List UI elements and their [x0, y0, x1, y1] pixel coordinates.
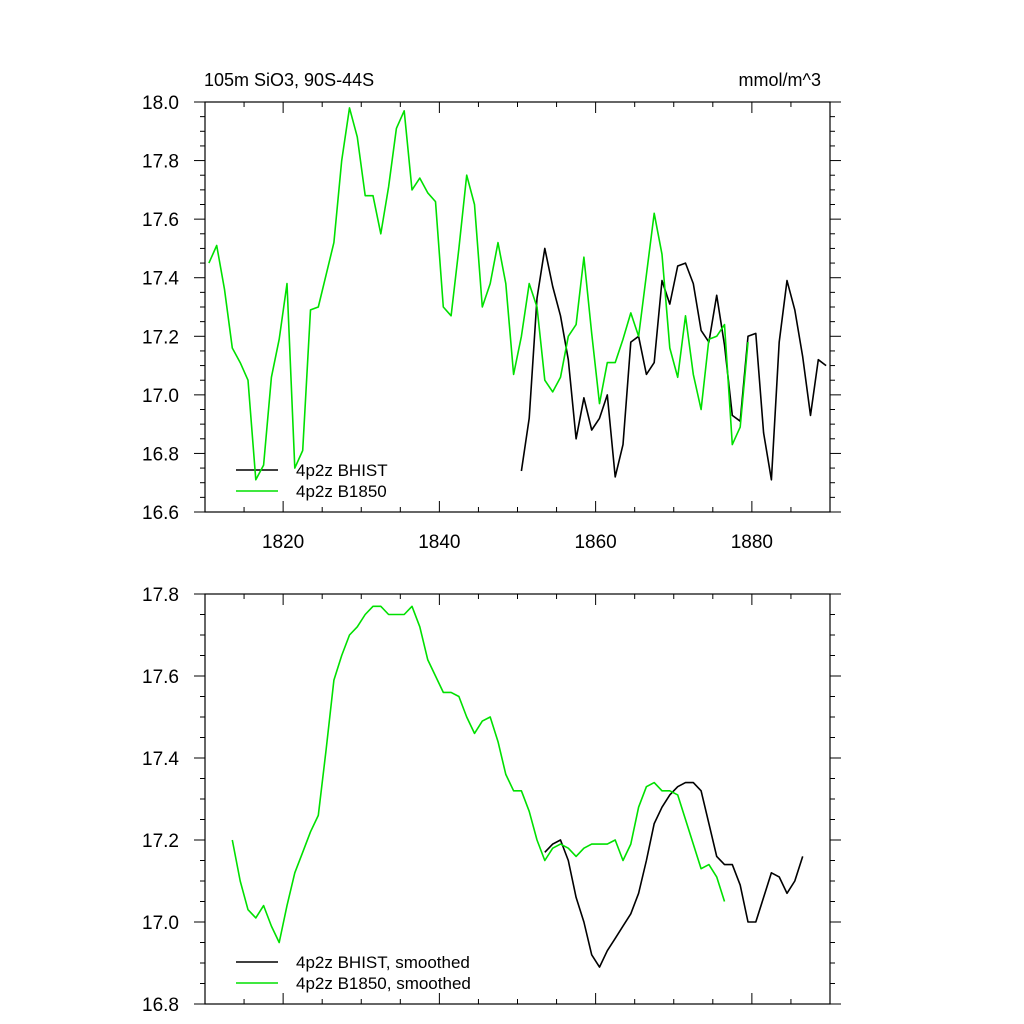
top-ytick-label: 17.0	[142, 386, 179, 407]
units-label: mmol/m^3	[739, 70, 821, 90]
top-xtick-label: 1880	[731, 532, 773, 553]
top-ytick-label: 17.4	[142, 269, 179, 290]
top-xtick-label: 1860	[574, 532, 616, 553]
top-ytick-label: 17.8	[142, 152, 179, 173]
bottom-ytick-label: 17.2	[142, 831, 179, 852]
bottom-ytick-label: 17.4	[142, 749, 179, 770]
top-series-line-4p2z-b1850	[208, 107, 749, 481]
top-legend-label: 4p2z B1850	[296, 482, 387, 501]
bottom-legend-label: 4p2z B1850, smoothed	[296, 974, 471, 993]
top-ytick-label: 17.2	[142, 327, 179, 348]
bottom-ytick-label: 17.0	[142, 913, 179, 934]
bottom-ytick-label: 17.6	[142, 667, 179, 688]
top-ytick-label: 17.6	[142, 210, 179, 231]
top-xtick-label: 1820	[262, 532, 304, 553]
top-ytick-label: 18.0	[142, 93, 179, 114]
top-xtick-label: 1840	[418, 532, 460, 553]
bottom-panel: 16.8 17.0 17.2 17.4 17.6 17.8 4p2z BHIST, smoo…	[142, 585, 841, 1016]
bottom-ytick-label: 16.8	[142, 995, 179, 1016]
bottom-legend-label: 4p2z BHIST, smoothed	[296, 953, 470, 972]
top-ytick-label: 16.8	[142, 444, 179, 465]
chart-title: 105m SiO3, 90S-44S	[204, 70, 374, 90]
bottom-plot-frame	[204, 593, 831, 1005]
top-ytick-label: 16.6	[142, 503, 179, 524]
bottom-series-line-4p2z-b1850-smoothed	[231, 605, 726, 944]
top-legend-label: 4p2z BHIST	[296, 461, 388, 480]
top-plot-frame	[204, 101, 831, 513]
bottom-ytick-label: 17.8	[142, 585, 179, 606]
bottom-series-line-4p2z-bhist-smoothed	[544, 781, 804, 968]
top-panel: 105m SiO3, 90S-44S mmol/m^3 1820 1840 1860…	[142, 70, 841, 553]
top-series-line-4p2z-bhist	[520, 247, 827, 481]
